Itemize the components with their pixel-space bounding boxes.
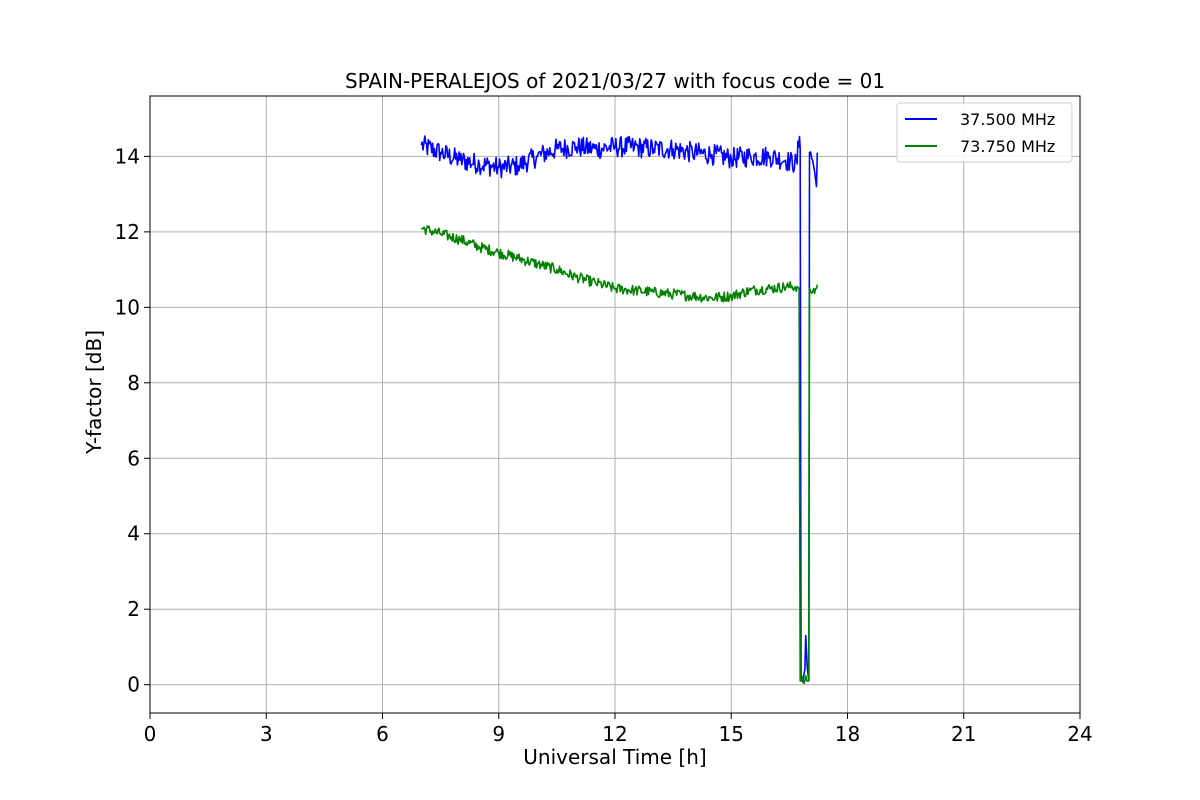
chart-title: SPAIN-PERALEJOS of 2021/03/27 with focus… — [345, 69, 885, 93]
y-tick-label: 4 — [127, 522, 140, 546]
y-tick-label: 10 — [115, 295, 140, 319]
x-tick-label: 18 — [835, 722, 860, 746]
legend: 37.500 MHz 73.750 MHz — [896, 102, 1073, 163]
x-tick-label: 3 — [260, 722, 273, 746]
y-tick-label: 2 — [127, 597, 140, 621]
x-tick-label: 15 — [719, 722, 744, 746]
legend-entry: 37.500 MHz — [960, 110, 1055, 129]
x-tick-label: 9 — [492, 722, 505, 746]
legend-entry: 73.750 MHz — [960, 137, 1055, 156]
x-axis-label: Universal Time [h] — [523, 745, 706, 769]
y-tick-label: 12 — [115, 220, 140, 244]
y-tick-label: 0 — [127, 673, 140, 697]
y-axis: 0 2 4 6 8 10 12 14 — [115, 144, 150, 697]
x-tick-label: 21 — [951, 722, 976, 746]
legend-box — [896, 102, 1073, 163]
y-tick-label: 6 — [127, 446, 140, 470]
x-tick-label: 12 — [602, 722, 627, 746]
x-tick-label: 24 — [1067, 722, 1092, 746]
y-tick-label: 14 — [115, 144, 140, 168]
x-tick-label: 6 — [376, 722, 389, 746]
y-axis-label: Y-factor [dB] — [82, 330, 106, 455]
series-line-2 — [420, 225, 819, 685]
x-tick-label: 0 — [144, 722, 157, 746]
series-line-1 — [420, 135, 819, 683]
series-layer — [420, 135, 819, 685]
y-tick-label: 8 — [127, 371, 140, 395]
x-axis: 0 3 6 9 12 15 18 21 24 — [144, 713, 1093, 746]
